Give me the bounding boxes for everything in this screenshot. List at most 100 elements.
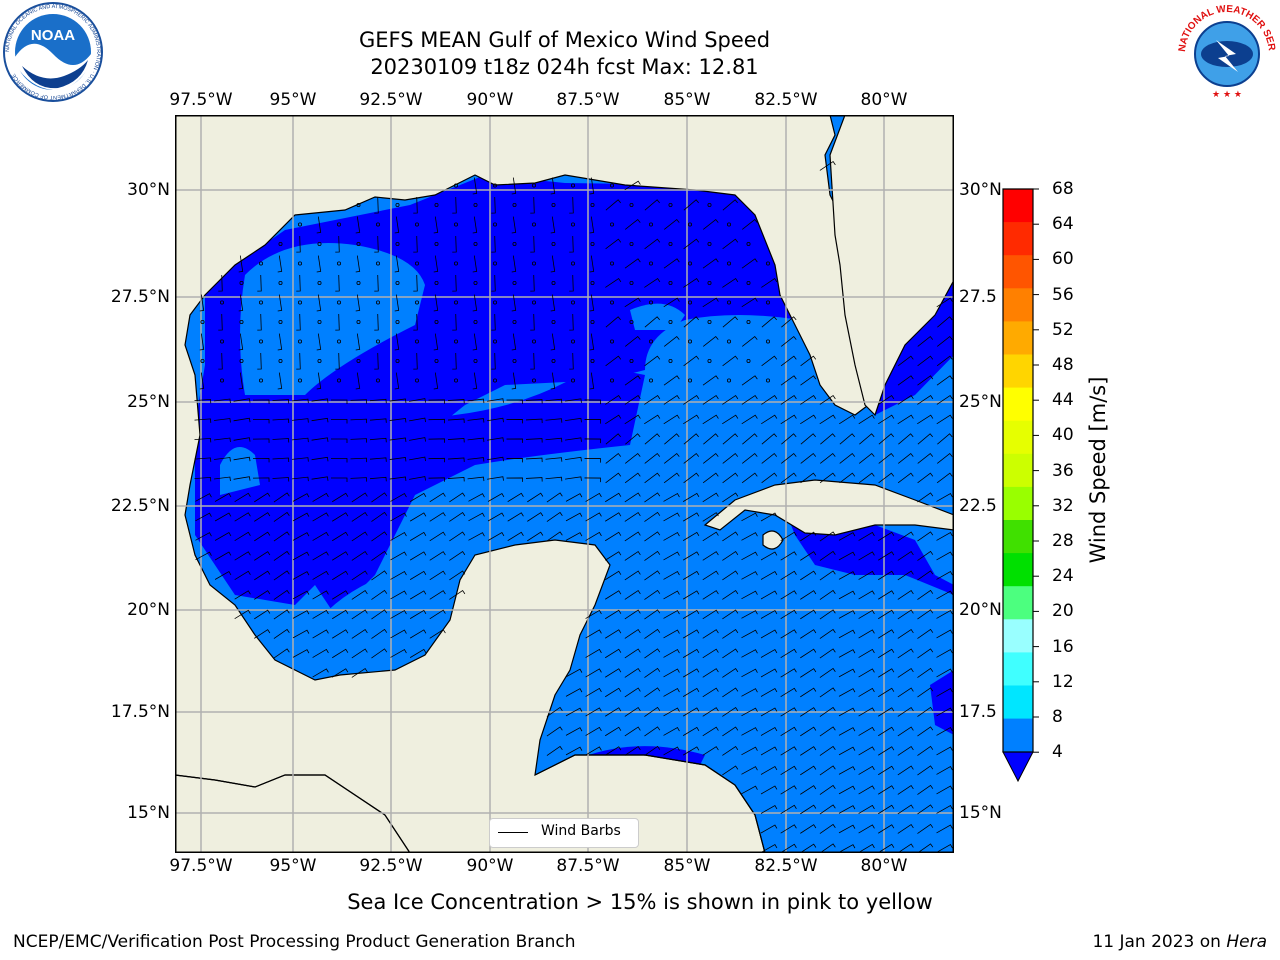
wind-barb <box>917 531 934 542</box>
wind-barb <box>428 418 446 424</box>
wind-barb <box>897 590 914 600</box>
wind-barb <box>239 358 244 363</box>
wind-barb <box>525 438 543 443</box>
wind-barb <box>897 375 914 386</box>
wind-barb <box>624 335 641 347</box>
wind-barb <box>506 419 523 424</box>
wind-barb <box>936 629 953 639</box>
wind-barb <box>702 452 719 464</box>
wind-barb <box>897 687 914 698</box>
colorbar-segment-10 <box>1003 520 1033 554</box>
wind-barb <box>741 375 758 386</box>
wind-barb <box>234 512 251 522</box>
wind-barb <box>644 648 661 659</box>
wind-barb <box>897 531 914 542</box>
wind-barb <box>472 177 478 195</box>
wind-barb <box>664 433 680 445</box>
wind-barb <box>780 785 797 795</box>
wind-barb <box>663 629 680 639</box>
wind-barb <box>839 433 856 445</box>
wind-barb <box>530 196 535 214</box>
wind-barb <box>214 570 232 580</box>
colorbar-segment-11 <box>1003 553 1033 587</box>
colorbar-tick-20: 20 <box>1052 601 1074 622</box>
wind-barb <box>492 183 497 188</box>
wind-barb <box>447 477 465 482</box>
wind-barb <box>252 438 270 443</box>
wind-barb <box>585 629 602 639</box>
wind-barb <box>371 511 388 522</box>
land-isla-juventud <box>762 530 784 550</box>
wind-barb <box>741 707 758 717</box>
wind-barb <box>663 727 680 736</box>
wind-barb <box>936 785 953 795</box>
wind-barb <box>332 648 349 659</box>
wind-barb <box>858 824 875 834</box>
wind-barb <box>917 687 934 698</box>
wind-barb <box>878 551 895 561</box>
wind-barb <box>220 339 225 344</box>
wind-barb <box>917 335 934 347</box>
wind-barb <box>858 726 875 736</box>
wind-barb <box>644 531 661 542</box>
wind-barbs-legend: Wind Barbs <box>489 818 639 848</box>
colorbar-segment-0 <box>1003 189 1033 223</box>
wind-barb <box>467 398 485 404</box>
credit-text: NCEP/EMC/Verification Post Processing Pr… <box>13 932 576 952</box>
colorbar-segment-2 <box>1003 255 1033 289</box>
wind-barb <box>780 609 797 620</box>
wind-barb <box>644 199 661 211</box>
wind-barb <box>473 319 478 324</box>
wind-barb <box>702 297 719 308</box>
wind-barb <box>741 297 758 308</box>
wind-barb <box>351 609 368 620</box>
wind-barb <box>727 378 732 383</box>
wind-barb <box>644 726 661 737</box>
wind-barb <box>332 570 349 581</box>
wind-barb <box>624 218 641 230</box>
wind-barb <box>316 255 322 273</box>
wind-barb <box>838 824 856 834</box>
wind-barb <box>878 707 895 717</box>
wind-barb <box>609 261 614 266</box>
wind-barb <box>936 335 953 347</box>
wind-barb <box>332 531 349 542</box>
wind-barb <box>277 372 283 390</box>
wind-barb <box>702 335 719 347</box>
wind-barb <box>531 222 536 227</box>
wind-barb <box>252 399 270 404</box>
wind-barb <box>605 668 622 678</box>
wind-barb <box>605 492 622 503</box>
wind-barb <box>761 414 778 425</box>
wind-barb <box>722 316 739 328</box>
wind-barb <box>332 668 349 678</box>
wind-barb <box>409 551 427 561</box>
wind-barb <box>702 258 719 269</box>
wind-barb <box>878 590 895 600</box>
wind-barb <box>780 668 797 678</box>
wind-barb <box>727 339 732 344</box>
wind-barb <box>234 531 251 542</box>
wind-barb <box>316 372 322 390</box>
wind-barb <box>703 433 719 445</box>
wind-barb <box>819 706 836 717</box>
wind-barb <box>800 394 817 405</box>
wind-barb <box>351 590 368 600</box>
wind-barb <box>234 609 251 620</box>
wind-barb <box>371 570 388 581</box>
wind-barb <box>292 437 309 443</box>
colorbar-label: Wind Speed [m/s] <box>1086 376 1110 564</box>
wind-barb <box>545 476 563 482</box>
wind-barb <box>491 196 496 214</box>
wind-barb <box>917 784 934 795</box>
wind-barb <box>355 294 361 312</box>
wind-barb <box>195 493 212 502</box>
wind-barb <box>447 438 465 443</box>
wind-barb <box>624 590 641 600</box>
wind-barb <box>648 339 653 344</box>
chart-title-line1: GEFS MEAN Gulf of Mexico Wind Speed <box>358 28 771 52</box>
wind-barb <box>780 452 797 464</box>
wind-barb <box>507 531 524 542</box>
wind-barb <box>722 414 739 425</box>
lon-tick-top-6: 82.5°W <box>754 90 818 110</box>
